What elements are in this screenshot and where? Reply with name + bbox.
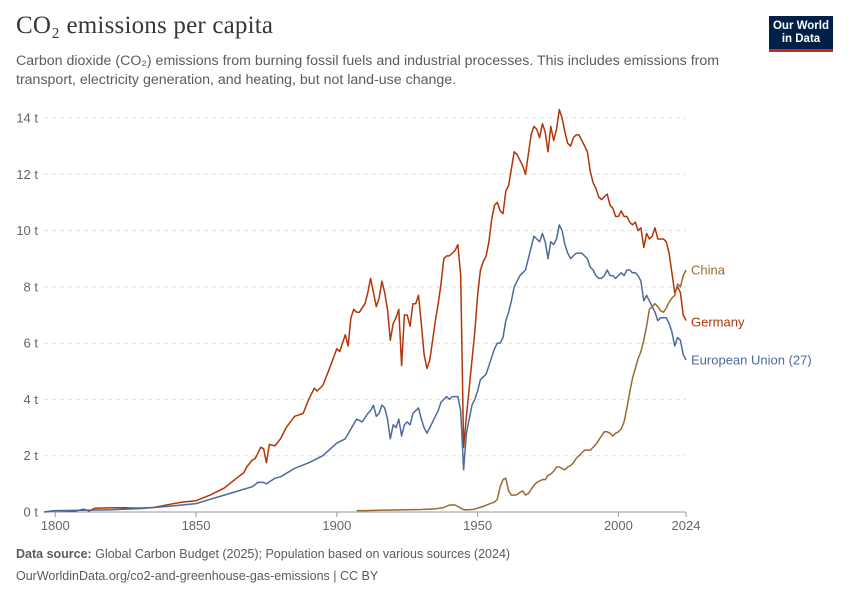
series-label[interactable]: China — [691, 263, 726, 278]
chart-subtitle: Carbon dioxide (CO₂) emissions from burn… — [16, 53, 720, 88]
series-line-european-union-27[interactable] — [43, 224, 687, 513]
data-source: Data source: Global Carbon Budget (2025)… — [16, 547, 510, 561]
series-label[interactable]: Germany — [691, 315, 745, 330]
grid-lines — [44, 117, 686, 513]
logo-line-1: Our World — [772, 19, 829, 32]
y-tick-label: 6 t — [24, 336, 39, 351]
y-tick-label: 0 t — [24, 505, 39, 520]
y-tick-label: 4 t — [24, 392, 39, 407]
x-tick-label: 1950 — [463, 518, 492, 533]
owid-logo[interactable]: Our World in Data — [769, 16, 833, 52]
line-chart: 0 t 2 t 4 t 6 t 8 t 10 t 12 t 14 t 1800 1850 1900… — [16, 108, 812, 533]
series-label[interactable]: European Union (27) — [691, 353, 812, 368]
y-tick-label: 12 t — [16, 167, 38, 182]
y-tick-label: 8 t — [24, 279, 39, 294]
data-source-label: Data source: — [16, 547, 92, 561]
series-line-germany[interactable] — [43, 108, 687, 513]
y-axis-ticks: 0 t 2 t 4 t 6 t 8 t 10 t 12 t 14 t — [16, 111, 38, 520]
x-tick-label: 1800 — [41, 518, 70, 533]
x-tick-label: 1850 — [182, 518, 211, 533]
series-lines — [43, 108, 687, 513]
x-tick-label: 1900 — [322, 518, 351, 533]
y-tick-label: 14 t — [16, 111, 38, 126]
y-tick-label: 2 t — [24, 448, 39, 463]
x-tick-label: 2024 — [672, 518, 701, 533]
y-tick-label: 10 t — [16, 223, 38, 238]
logo-line-2: in Data — [781, 32, 821, 45]
x-tick-label: 2000 — [604, 518, 633, 533]
x-axis-ticks: 1800 1850 1900 1950 2000 2024 — [41, 512, 701, 533]
series-line-china[interactable] — [356, 269, 687, 512]
data-source-text: Global Carbon Budget (2025); Population … — [95, 547, 511, 561]
series-labels: Germany European Union (27) China — [691, 263, 812, 368]
source-url[interactable]: OurWorldinData.org/co2-and-greenhouse-ga… — [16, 569, 379, 583]
chart-title: CO₂ emissions per capita — [16, 12, 274, 39]
